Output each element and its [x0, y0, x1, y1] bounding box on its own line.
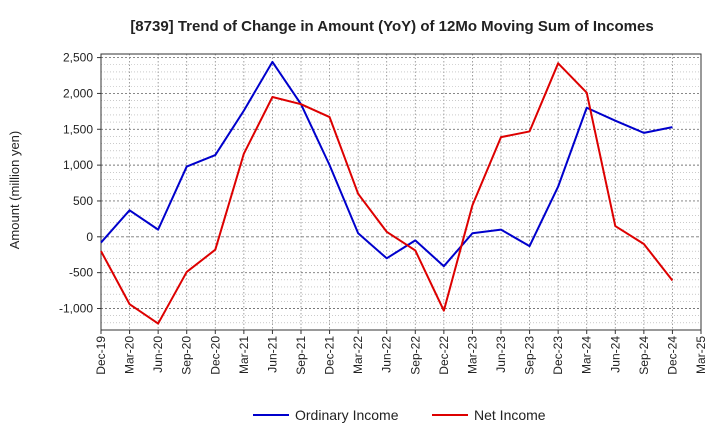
x-tick-label: Jun-22	[380, 336, 394, 373]
x-tick-label: Dec-21	[323, 336, 337, 375]
x-tick-label: Jun-21	[265, 336, 279, 373]
legend-label: Ordinary Income	[295, 407, 399, 423]
y-tick-label: 2,500	[63, 51, 93, 65]
y-tick-label: 1,500	[63, 122, 93, 136]
x-tick-label: Mar-21	[237, 336, 251, 374]
x-tick-label: Jun-23	[494, 336, 508, 373]
plot-area: 2,500 2,000 1,500 1,000 500 0 -500 -1,000 Dec-19…	[59, 51, 708, 375]
x-tick-label: Sep-20	[180, 336, 194, 375]
x-tick-label: Mar-24	[580, 336, 594, 374]
chart-title: [8739] Trend of Change in Amount (YoY) o…	[130, 18, 653, 35]
x-tick-label: Dec-20	[208, 336, 222, 375]
x-tick-label: Jun-20	[151, 336, 165, 373]
series-line-net-income	[100, 62, 674, 325]
y-tick-label: 500	[73, 194, 93, 208]
y-tick-label: 2,000	[63, 86, 93, 100]
x-tick-label: Jun-24	[608, 336, 622, 373]
x-tick-label: Sep-23	[523, 336, 537, 375]
x-tick-label: Dec-19	[94, 336, 108, 375]
plot-background	[101, 54, 701, 330]
x-tick-label: Sep-21	[294, 336, 308, 375]
x-tick-label: Dec-23	[551, 336, 565, 375]
x-tick-label: Dec-22	[437, 336, 451, 375]
x-tick-label: Mar-20	[123, 336, 137, 374]
y-tick-label: -1,000	[59, 301, 93, 315]
x-tick-label: Mar-23	[465, 336, 479, 374]
x-tick-label: Dec-24	[665, 336, 679, 375]
x-tick-label: Sep-24	[637, 336, 651, 375]
plot-frame	[100, 53, 702, 331]
y-axis-label: Amount (million yen)	[7, 131, 22, 250]
x-tick-label: Sep-22	[408, 336, 422, 375]
x-tick-label: Mar-22	[351, 336, 365, 374]
series-line-ordinary-income	[100, 60, 673, 268]
x-tick-label: Mar-25	[694, 336, 708, 374]
y-tick-label: 0	[86, 230, 93, 244]
y-tick-label: -500	[69, 266, 93, 280]
legend: Ordinary Income Net Income	[253, 407, 546, 423]
y-tick-label: 1,000	[63, 158, 93, 172]
legend-label: Net Income	[474, 407, 546, 423]
